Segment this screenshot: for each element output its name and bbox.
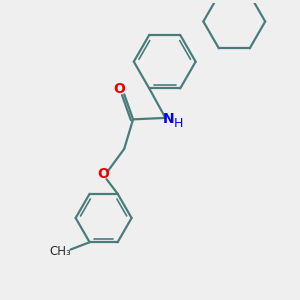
- Text: O: O: [113, 82, 125, 96]
- Text: CH₃: CH₃: [49, 244, 71, 258]
- Text: N: N: [163, 112, 175, 126]
- Text: O: O: [97, 167, 109, 181]
- Text: H: H: [174, 117, 183, 130]
